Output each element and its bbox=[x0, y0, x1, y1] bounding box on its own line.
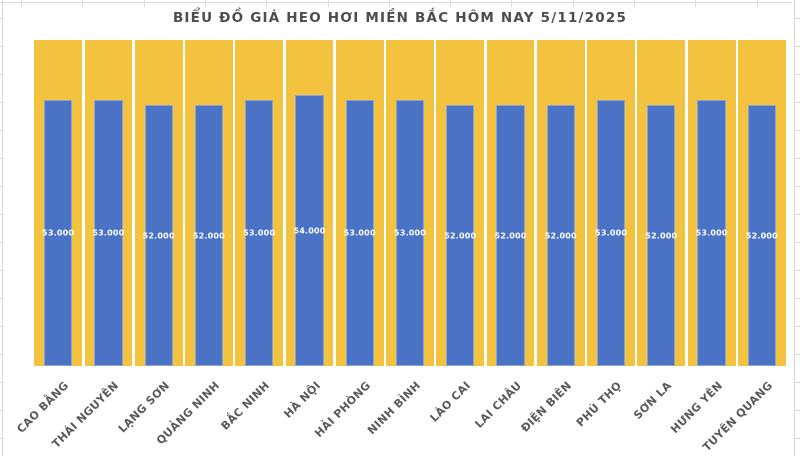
spreadsheet-gridline bbox=[795, 130, 800, 131]
spreadsheet-gridline bbox=[2, 7, 3, 456]
spreadsheet-gridline bbox=[2, 0, 3, 7]
value-bar bbox=[345, 100, 374, 366]
spreadsheet-gridline bbox=[0, 158, 3, 159]
value-bar bbox=[295, 95, 324, 366]
spreadsheet-gridline bbox=[795, 410, 800, 411]
spreadsheet-gridline bbox=[795, 242, 800, 243]
data-label: 53.000 bbox=[595, 228, 628, 238]
data-label: 52.000 bbox=[142, 231, 175, 241]
value-bar bbox=[94, 100, 123, 366]
spreadsheet-gridline bbox=[795, 298, 800, 299]
spreadsheet-gridline bbox=[0, 438, 3, 439]
value-bar bbox=[144, 105, 173, 366]
value-bar bbox=[194, 105, 224, 366]
spreadsheet-gridline bbox=[794, 0, 795, 456]
spreadsheet-gridline bbox=[0, 298, 3, 299]
spreadsheet-gridline bbox=[0, 382, 3, 383]
spreadsheet-gridline bbox=[0, 214, 3, 215]
spreadsheet-gridline bbox=[327, 0, 329, 7]
spreadsheet-gridline bbox=[0, 326, 3, 327]
spreadsheet-gridline bbox=[204, 0, 206, 7]
value-bar bbox=[446, 105, 475, 366]
data-label: 53.000 bbox=[695, 228, 728, 238]
spreadsheet-gridline bbox=[0, 2, 792, 3]
data-label: 53.000 bbox=[343, 228, 376, 238]
spreadsheet-gridline bbox=[0, 410, 3, 411]
spreadsheet-gridline bbox=[450, 0, 452, 7]
data-label: 52.000 bbox=[645, 231, 678, 241]
spreadsheet-gridline bbox=[0, 18, 3, 19]
spreadsheet-gridline bbox=[511, 0, 513, 7]
value-bar bbox=[697, 100, 726, 366]
data-label: 53.000 bbox=[92, 228, 125, 238]
value-bar bbox=[546, 105, 575, 366]
data-label: 52.000 bbox=[192, 231, 225, 241]
spreadsheet-gridline bbox=[0, 186, 3, 187]
data-label: 53.000 bbox=[243, 228, 276, 238]
spreadsheet-gridline bbox=[0, 74, 3, 75]
spreadsheet-gridline bbox=[795, 270, 800, 271]
spreadsheet-gridline bbox=[143, 0, 145, 7]
spreadsheet-gridline bbox=[795, 438, 800, 439]
spreadsheet-gridline bbox=[634, 0, 635, 7]
spreadsheet-gridline bbox=[0, 46, 3, 47]
spreadsheet-gridline bbox=[795, 18, 800, 19]
spreadsheet-gridline bbox=[388, 0, 390, 7]
spreadsheet-gridline bbox=[795, 354, 800, 355]
data-label: 53.000 bbox=[393, 228, 427, 238]
spreadsheet-gridline bbox=[0, 270, 3, 271]
spreadsheet-gridline bbox=[572, 0, 574, 7]
value-bar bbox=[245, 100, 274, 366]
data-label: 52.000 bbox=[544, 231, 577, 241]
spreadsheet-gridline bbox=[266, 0, 268, 7]
value-bar bbox=[496, 105, 525, 366]
data-label: 54.000 bbox=[293, 226, 326, 236]
spreadsheet-gridline bbox=[795, 382, 800, 383]
value-bar bbox=[596, 100, 626, 366]
spreadsheet-gridline bbox=[0, 354, 3, 355]
spreadsheet-gridline bbox=[21, 0, 22, 7]
data-label: 52.000 bbox=[745, 231, 778, 241]
spreadsheet-gridline bbox=[695, 0, 697, 7]
spreadsheet-gridline bbox=[795, 214, 800, 215]
data-label: 52.000 bbox=[444, 231, 477, 241]
chart-title: BIỂU ĐỒ GIÁ HEO HƠI MIỀN BẮC HÔM NAY 5/1… bbox=[172, 10, 628, 26]
value-bar bbox=[647, 105, 676, 366]
spreadsheet-gridline bbox=[795, 186, 800, 187]
spreadsheet-gridline bbox=[0, 130, 3, 131]
value-bar bbox=[395, 100, 425, 366]
spreadsheet-gridline bbox=[0, 102, 3, 103]
value-bar bbox=[747, 105, 777, 366]
data-label: 53.000 bbox=[42, 228, 75, 238]
spreadsheet-gridline bbox=[756, 0, 758, 7]
spreadsheet-gridline bbox=[795, 102, 800, 103]
spreadsheet-gridline bbox=[795, 326, 800, 327]
spreadsheet-gridline bbox=[0, 242, 3, 243]
value-bar bbox=[43, 100, 73, 366]
spreadsheet-gridline bbox=[795, 158, 800, 159]
spreadsheet-gridline bbox=[795, 46, 800, 47]
spreadsheet-gridline bbox=[795, 74, 800, 75]
data-label: 52.000 bbox=[494, 231, 527, 241]
spreadsheet-gridline bbox=[82, 0, 84, 7]
